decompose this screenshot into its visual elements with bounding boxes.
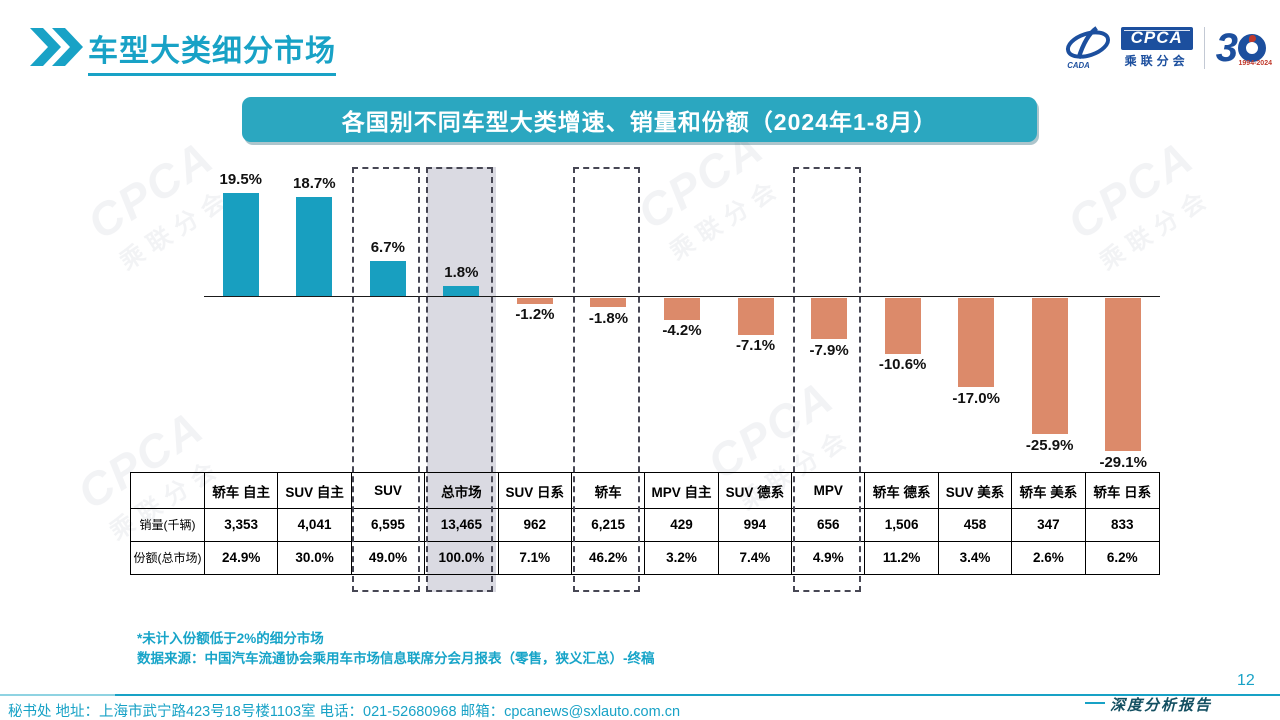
cpca-logo: CADA CPCA 乘联分会 3 1994-2024 bbox=[1062, 24, 1272, 72]
table-cell: 458 bbox=[938, 509, 1013, 542]
bar-value-label: -1.8% bbox=[588, 309, 629, 327]
bar-轿车 日系 bbox=[1105, 297, 1142, 452]
table-cell: 4.9% bbox=[792, 541, 866, 574]
table-header-轿车: 轿车 bbox=[571, 473, 646, 509]
table-header-SUV: SUV bbox=[351, 473, 426, 509]
anniversary-years: 1994-2024 bbox=[1238, 60, 1272, 67]
table-cell: 962 bbox=[498, 509, 572, 542]
table-cell: 656 bbox=[792, 509, 866, 542]
table-header-SUV 自主: SUV 自主 bbox=[278, 473, 352, 509]
footnote-line1: *未计入份额低于2%的细分市场 bbox=[137, 631, 324, 646]
table-cell: 1,506 bbox=[865, 509, 939, 542]
bar-轿车 自主 bbox=[222, 193, 259, 296]
bar-chart: 19.5% 18.7% 6.7% 1.8% -1.2% -1.8% -4.2% -7.1% -7… bbox=[130, 167, 1160, 597]
page-number: 12 bbox=[1237, 672, 1255, 689]
bar-SUV bbox=[369, 260, 406, 296]
report-dash-left bbox=[1085, 702, 1105, 704]
table-header-MPV: MPV bbox=[792, 473, 866, 509]
table-header-轿车 德系: 轿车 德系 bbox=[865, 473, 939, 509]
bar-value-label: -17.0% bbox=[952, 389, 1000, 407]
table-row-label: 份额(总市场) bbox=[131, 541, 205, 574]
table-header-SUV 日系: SUV 日系 bbox=[498, 473, 572, 509]
table-cell: 3,353 bbox=[205, 509, 279, 542]
market-table: 轿车 自主 SUV 自主 SUV 总市场 SUV 日系 轿车 MPV 自主 SUV 德系 MPV… bbox=[130, 472, 1160, 575]
footer-divider bbox=[0, 694, 1280, 696]
anniversary-30-logo: 3 1994-2024 bbox=[1215, 26, 1272, 70]
bar-value-label: -25.9% bbox=[1025, 436, 1074, 454]
bar-轿车 德系 bbox=[884, 297, 921, 354]
table-header-总市场: 总市场 bbox=[425, 473, 499, 509]
bar-value-label: 18.7% bbox=[293, 175, 336, 193]
table-row-label: 销量(千辆) bbox=[131, 509, 205, 542]
bar-value-label: -4.2% bbox=[662, 322, 702, 340]
svg-text:CADA: CADA bbox=[1067, 61, 1090, 70]
bar-value-label: -7.9% bbox=[809, 341, 849, 359]
highlight-fill-总市场 bbox=[426, 167, 497, 592]
report-name: 深度分析报告 bbox=[1110, 698, 1213, 714]
table-cell: 6,595 bbox=[351, 509, 426, 542]
table-cell: 24.9% bbox=[205, 541, 279, 574]
table-cell: 100.0% bbox=[425, 541, 499, 574]
bar-value-label: 1.8% bbox=[444, 264, 479, 282]
bar-value-label: -10.6% bbox=[878, 355, 927, 373]
bar-SUV 日系 bbox=[516, 297, 553, 304]
table-cell: 7.4% bbox=[719, 541, 793, 574]
logo-divider bbox=[1203, 27, 1205, 69]
table-cell: 994 bbox=[718, 509, 793, 542]
table-header-轿车 日系: 轿车 日系 bbox=[1085, 473, 1159, 509]
chart-title-banner: 各国别不同车型大类增速、销量和份额（2024年1-8月） bbox=[242, 97, 1037, 142]
table-cell: 2.6% bbox=[1012, 541, 1086, 574]
table-cell: 429 bbox=[645, 509, 719, 542]
table-cell: 7.1% bbox=[499, 541, 572, 574]
page-title: 车型大类细分市场 bbox=[88, 26, 336, 76]
table-cell: 46.2% bbox=[572, 541, 646, 574]
cpca-text: CPCA bbox=[1120, 27, 1193, 50]
bar-MPV bbox=[811, 297, 848, 340]
bar-MPV 自主 bbox=[664, 297, 700, 320]
report-dash-right bbox=[1228, 694, 1280, 696]
bar-SUV 德系 bbox=[737, 297, 774, 336]
footer-contact-info: 秘书处 地址：上海市武宁路423号18号楼1103室 电话：021-526809… bbox=[8, 704, 681, 720]
bar-总市场 bbox=[443, 286, 480, 296]
cpca-swoosh-icon: CADA bbox=[1065, 26, 1110, 70]
org-name: 乘联分会 bbox=[1124, 54, 1189, 68]
table-header-SUV 美系: SUV 美系 bbox=[938, 473, 1013, 509]
table-cell: 30.0% bbox=[278, 541, 352, 574]
double-chevron-icon bbox=[30, 28, 84, 71]
table-corner-cell bbox=[131, 473, 205, 509]
table-header-轿车 美系: 轿车 美系 bbox=[1012, 473, 1086, 509]
cpca-wordmark: CPCA 乘联分会 bbox=[1120, 27, 1193, 69]
table-cell: 3.4% bbox=[939, 541, 1013, 574]
bar-轿车 美系 bbox=[1031, 297, 1068, 435]
bar-value-label: -29.1% bbox=[1099, 453, 1147, 471]
table-cell: 4,041 bbox=[278, 509, 352, 542]
table-cell: 13,465 bbox=[425, 509, 499, 542]
table-header-MPV 自主: MPV 自主 bbox=[645, 473, 719, 509]
bar-value-label: 19.5% bbox=[219, 171, 263, 189]
bar-SUV 美系 bbox=[958, 297, 995, 388]
bar-SUV 自主 bbox=[296, 197, 333, 296]
table-header-SUV 德系: SUV 德系 bbox=[718, 473, 793, 509]
bar-value-label: -1.2% bbox=[515, 306, 555, 324]
bar-value-label: -7.1% bbox=[735, 337, 776, 355]
footnote-line2: 数据来源：中国汽车流通协会乘用车市场信息联席分会月报表（零售，狭义汇总）-终稿 bbox=[137, 650, 655, 666]
table-header-轿车 自主: 轿车 自主 bbox=[205, 473, 279, 509]
x-axis-line bbox=[204, 296, 1160, 297]
footnotes: *未计入份额低于2%的细分市场 数据来源：中国汽车流通协会乘用车市场信息联席分会… bbox=[137, 629, 655, 668]
bar-轿车 bbox=[590, 297, 627, 308]
table-cell: 833 bbox=[1085, 509, 1159, 542]
table-cell: 11.2% bbox=[865, 541, 939, 574]
anniversary-digit: 3 bbox=[1215, 26, 1238, 70]
bar-value-label: 6.7% bbox=[370, 238, 405, 256]
table-cell: 6,215 bbox=[571, 509, 646, 542]
table-cell: 3.2% bbox=[645, 541, 719, 574]
table-cell: 6.2% bbox=[1106, 550, 1138, 566]
anniversary-ring-icon bbox=[1238, 34, 1266, 62]
table-cell: 49.0% bbox=[352, 541, 426, 574]
table-cell: 347 bbox=[1012, 509, 1086, 542]
flame-icon bbox=[1249, 35, 1256, 42]
